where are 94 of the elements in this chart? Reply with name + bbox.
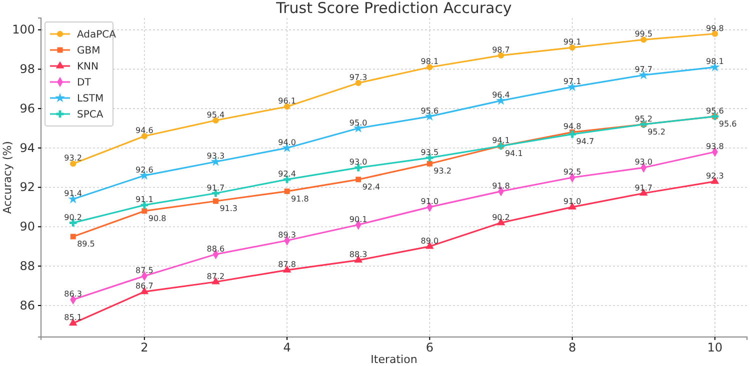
legend-label: LSTM (77, 94, 104, 104)
data-label: 88.3 (349, 250, 368, 260)
data-label: 93.8 (706, 142, 724, 151)
data-label: 89.3 (278, 230, 296, 240)
legend-label: GBM (77, 46, 100, 56)
data-label: 94.7 (576, 137, 594, 146)
data-label: 92.4 (278, 169, 296, 178)
data-label: 91.0 (420, 197, 439, 206)
point (212, 198, 218, 204)
point (70, 160, 76, 167)
data-label: 92.6 (136, 166, 154, 175)
data-label: 96.4 (492, 90, 510, 100)
data-label: 94.0 (278, 138, 296, 147)
data-label: 96.1 (278, 96, 296, 106)
data-label: 91.3 (220, 204, 238, 214)
data-label: 91.7 (634, 183, 652, 192)
data-label: 95.4 (206, 110, 225, 120)
y-tick-label: 100 (12, 22, 35, 37)
data-label: 88.6 (206, 244, 225, 254)
legend-label: DT (77, 78, 92, 88)
data-label: 93.5 (420, 148, 439, 157)
x-tick-label: 2 (140, 340, 148, 355)
x-tick-label: 6 (426, 340, 434, 355)
y-tick-label: 94 (20, 140, 35, 155)
x-tick-label: 10 (707, 340, 723, 355)
y-tick-label: 90 (20, 220, 35, 234)
data-label: 92.5 (563, 168, 582, 176)
data-label: 94.1 (504, 148, 523, 158)
data-label: 91.8 (492, 181, 510, 190)
x-tick-label: 8 (568, 340, 576, 355)
point (426, 160, 432, 166)
data-label: 91.1 (136, 195, 154, 204)
data-label: 97.7 (634, 65, 652, 74)
data-label: 95.6 (718, 119, 737, 128)
data-label: 90.2 (64, 212, 82, 222)
data-label: 98.1 (706, 57, 724, 66)
point (426, 64, 433, 70)
data-label: 91.8 (291, 194, 309, 204)
legend-label: SPCA (77, 110, 104, 120)
point (568, 130, 576, 138)
data-label: 87.5 (136, 266, 154, 275)
data-label: 86.7 (136, 282, 154, 291)
data-label: 93.0 (634, 158, 652, 167)
data-label: 94.1 (492, 136, 510, 145)
y-tick-label: 88 (20, 258, 35, 273)
point (356, 176, 362, 182)
data-label: 97.3 (349, 72, 368, 82)
data-label: 85.1 (64, 313, 82, 322)
data-label: 98.7 (492, 45, 510, 54)
data-label: 89.5 (77, 240, 95, 249)
point (284, 188, 290, 194)
y-tick-label: 86 (20, 298, 35, 312)
data-label: 93.0 (349, 158, 368, 167)
data-label: 93.3 (206, 152, 225, 161)
data-label: 91.4 (64, 189, 82, 198)
data-label: 94.6 (136, 126, 154, 136)
data-label: 98.1 (420, 57, 439, 66)
point (640, 36, 647, 43)
data-label: 92.4 (362, 182, 380, 192)
data-label: 95.6 (420, 106, 439, 116)
data-label: 90.2 (492, 212, 510, 222)
data-label: 87.8 (278, 260, 296, 270)
data-label: 95.6 (706, 106, 724, 116)
data-label: 97.1 (563, 76, 582, 86)
data-label: 91.7 (206, 183, 225, 192)
legend-label: AdaPCA (77, 30, 116, 40)
data-label: 95.2 (634, 114, 652, 124)
data-label: 91.0 (563, 197, 582, 206)
data-label: 95.0 (349, 118, 368, 128)
data-label: 90.1 (349, 214, 368, 224)
data-label: 86.3 (64, 290, 82, 299)
point (141, 133, 148, 140)
data-label: 93.2 (64, 154, 82, 163)
point (142, 208, 148, 214)
data-label: 95.2 (648, 127, 666, 136)
data-label: 94.8 (563, 122, 582, 132)
y-axis-title: Accuracy (%) (1, 141, 14, 214)
x-axis-title: Iteration (370, 353, 418, 366)
point (70, 234, 76, 240)
y-tick-label: 96 (20, 101, 35, 116)
data-label: 87.2 (206, 272, 225, 281)
legend-label: KNN (77, 62, 99, 72)
data-label: 99.8 (706, 24, 724, 33)
data-label: 90.8 (148, 214, 166, 223)
data-label: 92.3 (706, 171, 724, 180)
chart-title: Trust Score Prediction Accuracy (275, 0, 512, 17)
data-label: 89.0 (420, 236, 439, 246)
x-tick-label: 4 (283, 340, 291, 355)
y-tick-label: 98 (20, 62, 35, 76)
point (284, 104, 290, 110)
y-tick-label: 92 (20, 180, 35, 194)
data-label: 93.2 (434, 166, 452, 176)
data-label: 99.5 (634, 30, 652, 39)
data-label: 99.1 (563, 38, 582, 47)
